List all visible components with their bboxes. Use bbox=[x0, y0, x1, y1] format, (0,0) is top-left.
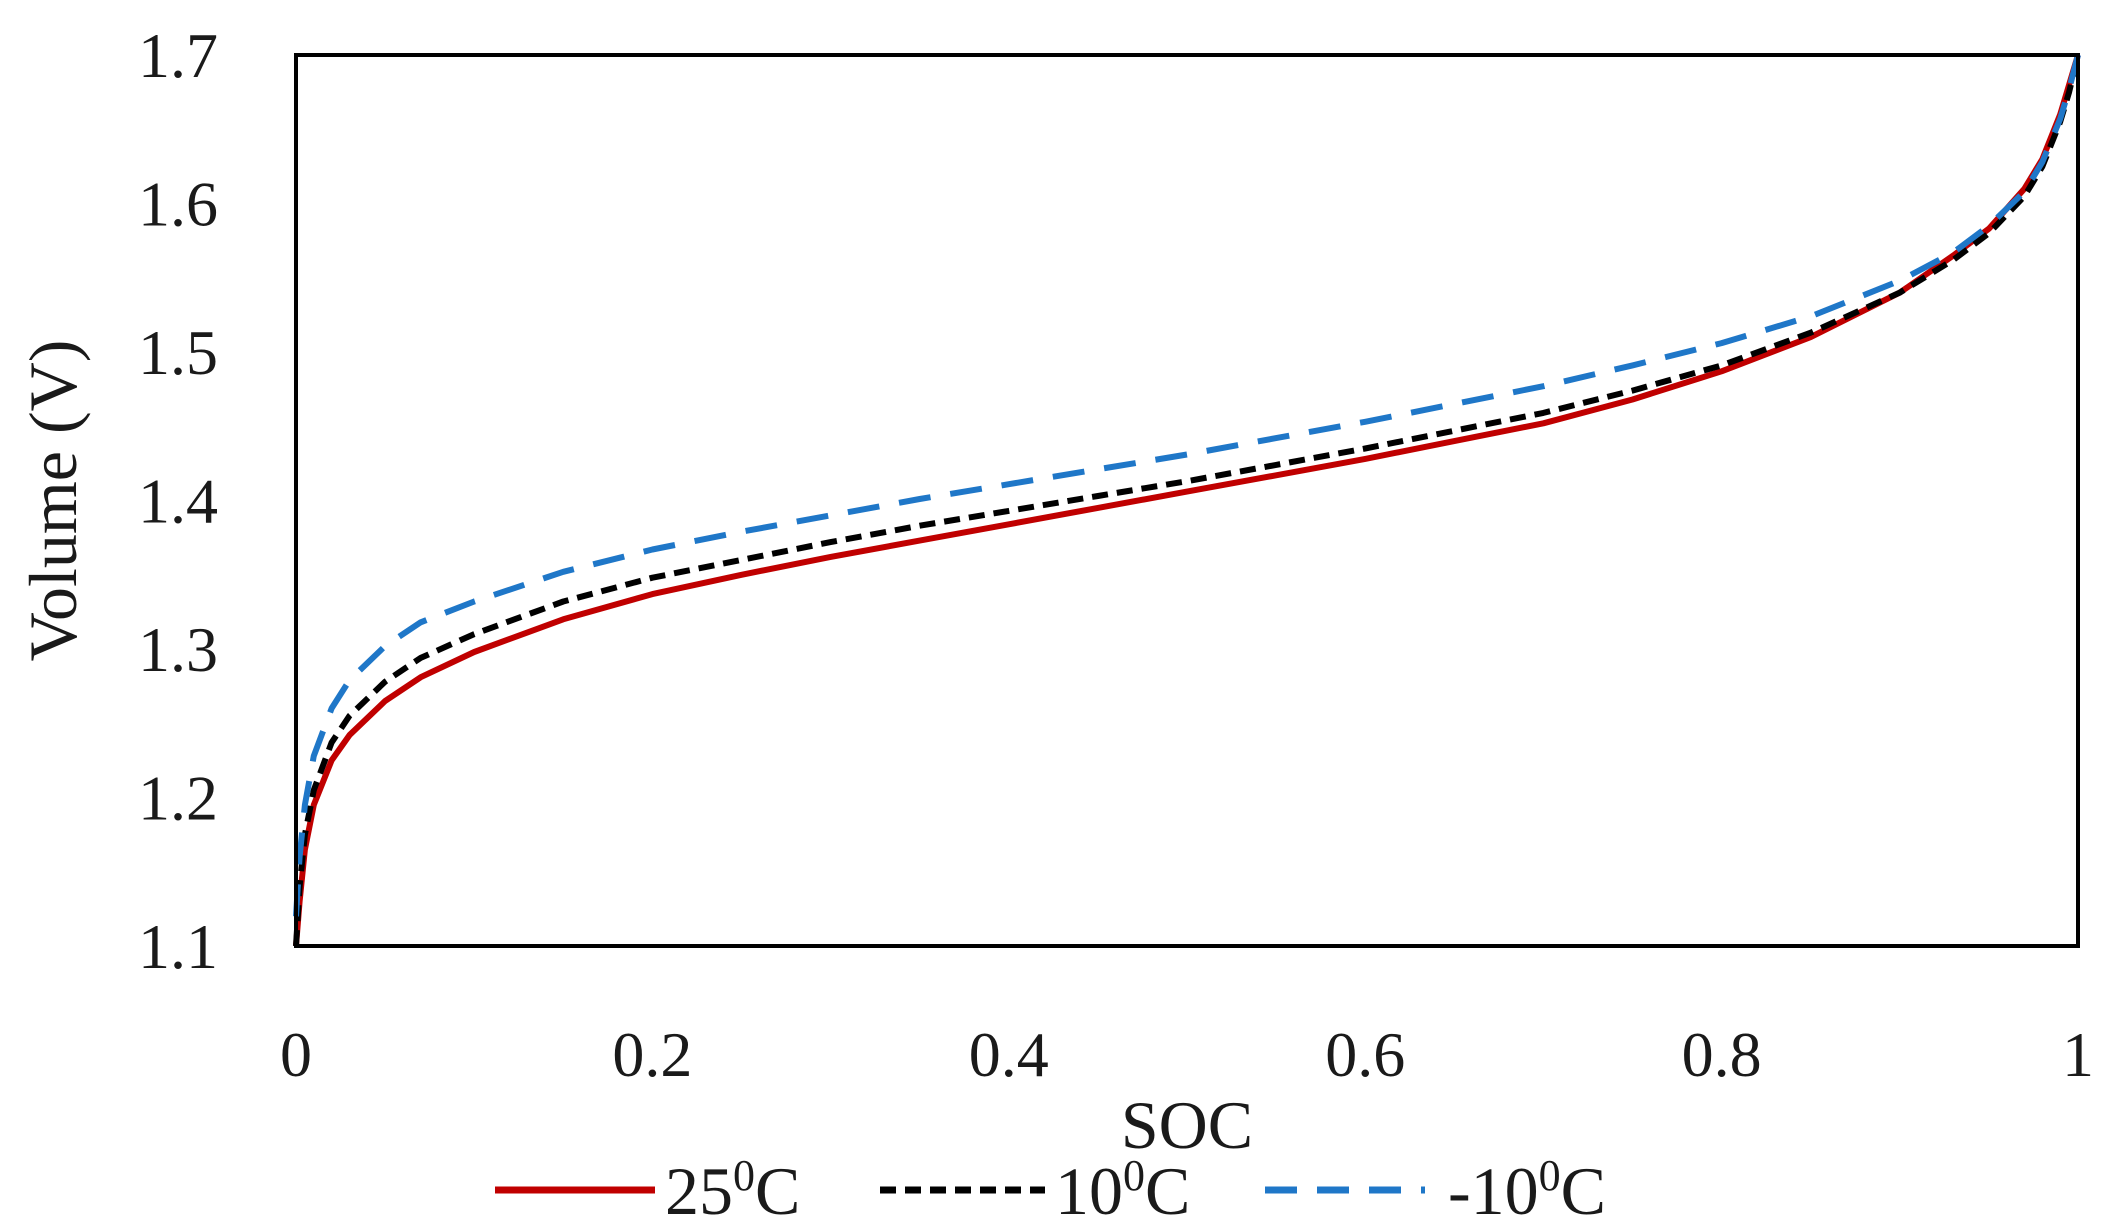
y-axis-ticks: 1.1 1.2 1.3 1.4 1.5 1.6 1.7 bbox=[138, 20, 218, 982]
plot-area-frame bbox=[294, 53, 2080, 948]
legend-label-1: 100C bbox=[1055, 1151, 1190, 1230]
legend-label-unit: C bbox=[755, 1153, 800, 1229]
x-axis-title: SOC bbox=[1121, 1087, 1253, 1163]
x-axis-ticks: 0 0.2 0.4 0.6 0.8 1 bbox=[280, 1019, 2094, 1090]
series-layer bbox=[293, 54, 2081, 947]
legend-label-unit: C bbox=[1561, 1153, 1606, 1229]
legend-label-main: 10 bbox=[1055, 1153, 1123, 1229]
x-tick-label: 0.2 bbox=[612, 1019, 692, 1090]
legend: 250C 100C -100C bbox=[495, 1151, 1606, 1230]
legend-label-2: -100C bbox=[1448, 1151, 1606, 1230]
legend-label-main: 25 bbox=[665, 1153, 733, 1229]
y-tick-label: 1.5 bbox=[138, 317, 218, 388]
y-tick-label: 1.6 bbox=[138, 169, 218, 240]
legend-label-superscript: 0 bbox=[1539, 1151, 1561, 1200]
legend-label-unit: C bbox=[1145, 1153, 1190, 1229]
y-tick-label: 1.7 bbox=[138, 20, 218, 91]
legend-label-0: 250C bbox=[665, 1151, 800, 1230]
y-tick-label: 1.3 bbox=[138, 614, 218, 685]
x-tick-label: 0 bbox=[280, 1019, 312, 1090]
x-tick-label: 0.8 bbox=[1682, 1019, 1762, 1090]
y-tick-label: 1.2 bbox=[138, 763, 218, 834]
y-axis-title: Volume (V) bbox=[15, 340, 91, 662]
x-tick-label: 0.4 bbox=[969, 1019, 1049, 1090]
legend-label-main: -10 bbox=[1448, 1153, 1539, 1229]
legend-label-superscript: 0 bbox=[733, 1151, 755, 1200]
legend-label-superscript: 0 bbox=[1123, 1151, 1145, 1200]
series-line-1 bbox=[293, 54, 2081, 947]
x-tick-label: 1 bbox=[2062, 1019, 2094, 1090]
y-tick-label: 1.1 bbox=[138, 911, 218, 982]
y-tick-label: 1.4 bbox=[138, 466, 218, 537]
x-tick-label: 0.6 bbox=[1325, 1019, 1405, 1090]
